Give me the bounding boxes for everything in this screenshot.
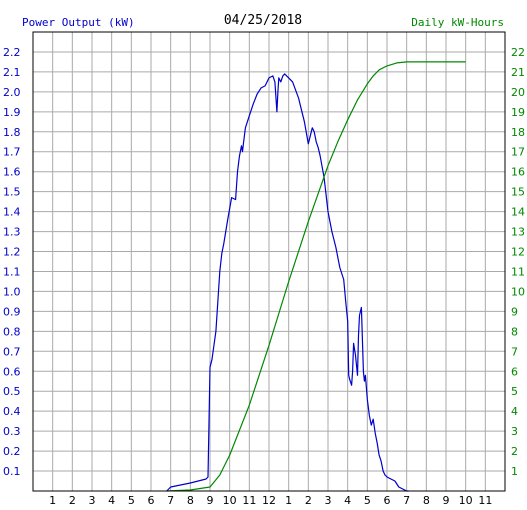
- right-axis-label: Daily kW-Hours: [411, 16, 504, 29]
- x-tick-label: 5: [128, 494, 135, 507]
- y-right-tick-label: 22: [511, 46, 525, 59]
- y-left-tick-label: 0.9: [3, 305, 21, 318]
- y-left-tick-label: 1.8: [3, 126, 21, 139]
- y-right-tick-label: 4: [511, 405, 518, 418]
- x-axis-ticks: 1 2 3 4 5 6 7 8 9 10 11 12 1 2 3 4 5 6 7 8 9 10 11: [49, 494, 492, 507]
- y-left-tick-label: 2.0: [3, 86, 21, 99]
- y-right-tick-label: 11: [511, 265, 525, 278]
- y-left-tick-label: 0.5: [3, 385, 21, 398]
- power-output-line: [166, 73, 409, 492]
- y-left-tick-label: 1.0: [3, 285, 21, 298]
- y-left-tick-label: 1.7: [3, 146, 21, 159]
- plot-frame: [32, 31, 506, 492]
- y-right-tick-label: 9: [511, 305, 518, 318]
- y-right-tick-label: 18: [511, 126, 525, 139]
- y-left-tick-label: 0.2: [3, 445, 21, 458]
- y-right-tick-label: 13: [511, 226, 525, 239]
- x-tick-label: 9: [443, 494, 450, 507]
- y-right-tick-label: 19: [511, 106, 525, 119]
- y-right-tick-label: 3: [511, 425, 518, 438]
- y-left-tick-label: 1.1: [3, 265, 21, 278]
- chart-title: 04/25/2018: [224, 13, 302, 28]
- y-left-tick-label: 0.8: [3, 325, 21, 338]
- x-tick-label: 11: [478, 494, 492, 507]
- x-tick-label: 4: [108, 494, 115, 507]
- x-tick-label: 7: [167, 494, 174, 507]
- y-left-tick-label: 2.1: [3, 66, 21, 79]
- y-right-tick-label: 2: [511, 445, 518, 458]
- y-right-tick-label: 20: [511, 86, 525, 99]
- left-axis-ticks: 0.1 0.2 0.3 0.4 0.5 0.6 0.7 0.8 0.9 1.0 1.1 1.2 1.3 1…: [3, 46, 21, 478]
- x-tick-label: 5: [364, 494, 371, 507]
- left-axis-label: Power Output (kW): [22, 16, 135, 29]
- y-right-tick-label: 8: [511, 325, 518, 338]
- y-left-tick-label: 0.1: [3, 465, 21, 478]
- x-tick-label: 8: [187, 494, 194, 507]
- y-left-tick-label: 0.6: [3, 365, 21, 378]
- y-right-tick-label: 16: [511, 166, 525, 179]
- daily-kwh-line: [166, 61, 466, 492]
- y-right-tick-label: 14: [511, 206, 525, 219]
- x-tick-label: 3: [325, 494, 332, 507]
- x-tick-label: 6: [148, 494, 155, 507]
- y-left-tick-label: 2.2: [3, 46, 21, 59]
- x-tick-label: 4: [344, 494, 351, 507]
- series-lines: [166, 61, 466, 492]
- grid: [33, 32, 505, 491]
- x-tick-label: 12: [262, 494, 276, 507]
- x-tick-label: 9: [207, 494, 214, 507]
- x-tick-label: 1: [49, 494, 56, 507]
- x-tick-label: 3: [89, 494, 96, 507]
- y-right-tick-label: 21: [511, 66, 525, 79]
- x-tick-label: 2: [305, 494, 312, 507]
- y-left-tick-label: 0.4: [3, 405, 21, 418]
- x-tick-label: 8: [423, 494, 430, 507]
- x-tick-label: 10: [459, 494, 473, 507]
- x-tick-label: 6: [384, 494, 391, 507]
- x-tick-label: 7: [403, 494, 410, 507]
- y-left-tick-label: 1.2: [3, 246, 21, 259]
- y-left-tick-label: 1.5: [3, 186, 21, 199]
- y-right-tick-label: 5: [511, 385, 518, 398]
- x-tick-label: 10: [223, 494, 237, 507]
- y-right-tick-label: 1: [511, 465, 518, 478]
- x-tick-label: 1: [285, 494, 292, 507]
- y-right-tick-label: 17: [511, 146, 525, 159]
- y-left-tick-label: 1.9: [3, 106, 21, 119]
- y-right-tick-label: 10: [511, 285, 525, 298]
- y-left-tick-label: 0.3: [3, 425, 21, 438]
- y-left-tick-label: 1.3: [3, 226, 21, 239]
- x-tick-label: 11: [242, 494, 256, 507]
- x-tick-label: 2: [69, 494, 76, 507]
- y-left-tick-label: 0.7: [3, 345, 21, 358]
- y-right-tick-label: 6: [511, 365, 518, 378]
- y-right-tick-label: 15: [511, 186, 525, 199]
- y-left-tick-label: 1.4: [3, 206, 21, 219]
- y-right-tick-label: 7: [511, 345, 518, 358]
- y-left-tick-label: 1.6: [3, 166, 21, 179]
- y-right-tick-label: 12: [511, 246, 525, 259]
